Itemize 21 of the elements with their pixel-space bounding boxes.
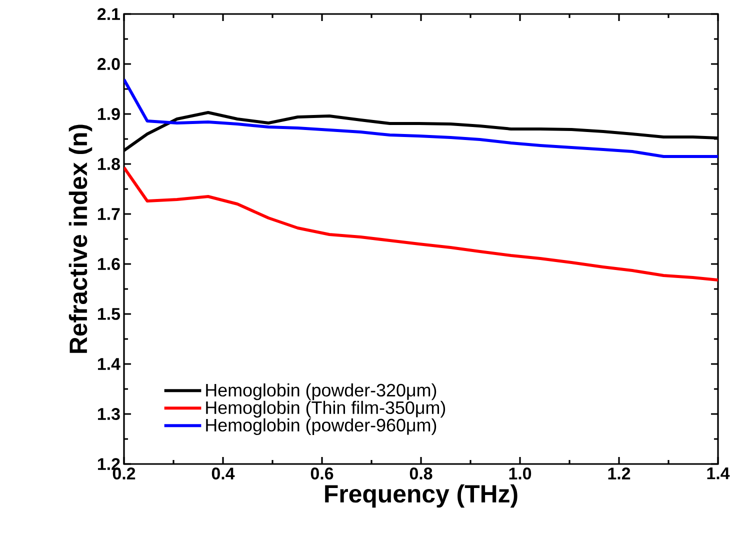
y-tick-label: 1.8 (98, 158, 120, 170)
y-tick-label: 1.6 (98, 258, 120, 270)
y-tick-label: 1.3 (98, 408, 120, 420)
x-tick-label: 1.0 (509, 468, 532, 480)
y-tick-label: 1.5 (98, 308, 120, 320)
y-tick-label: 1.9 (98, 108, 120, 120)
legend-label: Hemoglobin (powder-960μm) (206, 418, 436, 436)
line-series (124, 166, 718, 282)
y-tick-label: 2.1 (98, 8, 120, 20)
x-tick-label: 0.8 (410, 468, 432, 480)
x-tick-label: 0.4 (212, 468, 235, 480)
y-axis-title: Refractive index (n) (68, 124, 92, 353)
y-tick-label: 2.0 (98, 58, 120, 70)
y-tick-label: 1.7 (98, 208, 120, 220)
legend-label: Hemoglobin (Thin film-350μm) (206, 400, 446, 418)
y-tick-label: 1.4 (98, 358, 120, 370)
x-tick-label: 1.2 (608, 468, 630, 480)
x-tick-label: 1.4 (707, 468, 730, 480)
x-axis-title: Frequency (THz) (325, 484, 518, 508)
legend-label: Hemoglobin (powder-320μm) (206, 383, 436, 400)
x-tick-label: 0.6 (310, 468, 334, 480)
